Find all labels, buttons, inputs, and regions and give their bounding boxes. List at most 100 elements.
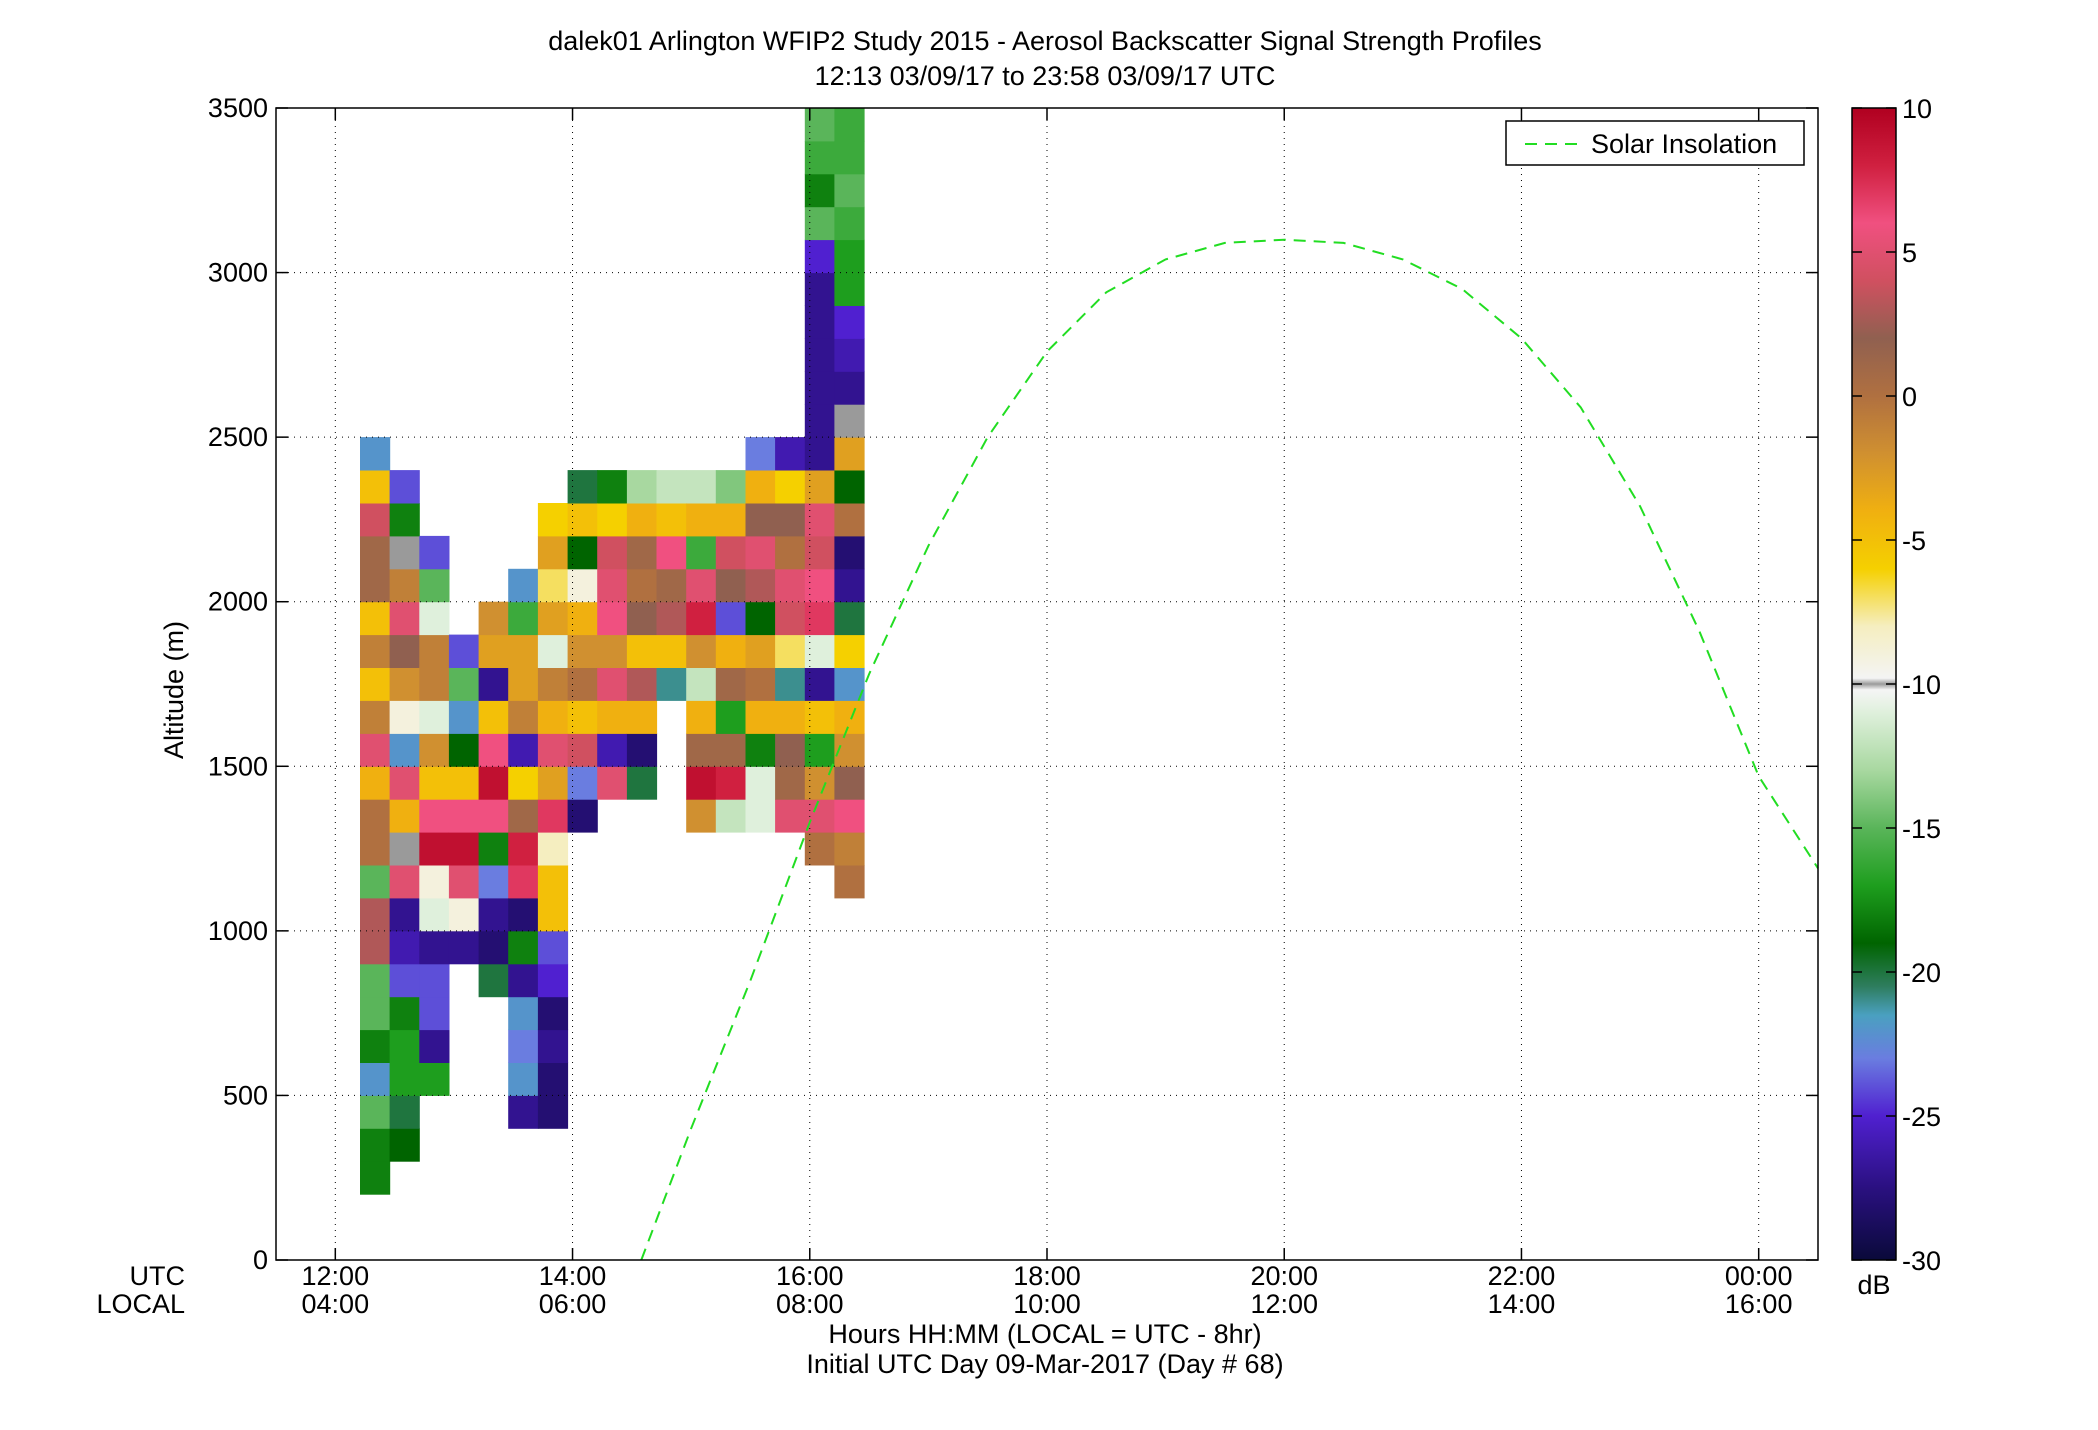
heatmap-cell: [389, 1062, 420, 1096]
heatmap-cell: [389, 832, 420, 866]
legend[interactable]: Solar Insolation: [1505, 120, 1805, 166]
heatmap-cell: [537, 799, 569, 833]
heatmap-cell: [715, 700, 746, 734]
profile-column-16: [834, 108, 865, 899]
profile-column-7: [567, 470, 598, 833]
colorbar: 10 5 0 -5 -10 -15 -20 -25 -30 dB: [1851, 94, 1941, 1300]
heatmap-cell: [686, 535, 717, 570]
heatmap-cell: [419, 601, 450, 636]
heatmap-cell: [745, 503, 776, 537]
profile-column-6: [537, 503, 569, 1129]
heatmap-cell: [478, 865, 509, 899]
heatmap-cell: [775, 667, 806, 701]
heatmap-cell: [745, 470, 776, 504]
x-tick-label-local: 06:00: [539, 1289, 607, 1319]
heatmap-cell: [834, 239, 865, 274]
heatmap-cell: [715, 799, 746, 833]
heatmap-cell: [834, 272, 865, 306]
heatmap-cell: [389, 1029, 420, 1063]
profile-column-15: [804, 108, 835, 866]
heatmap-cell: [567, 634, 598, 668]
heatmap-cell: [775, 437, 806, 471]
heatmap-cell: [567, 568, 598, 603]
heatmap-cell: [508, 996, 539, 1031]
heatmap-cell: [508, 1095, 539, 1129]
heatmap-cell: [389, 897, 420, 932]
x-tick-label-utc: 00:00: [1725, 1261, 1793, 1291]
heatmap-cell: [389, 634, 420, 668]
heatmap-cell: [419, 667, 450, 701]
solar-insolation-curve: [640, 238, 1819, 1261]
heatmap-cell: [419, 733, 450, 767]
x-axis-label-day: Initial UTC Day 09-Mar-2017 (Day # 68): [806, 1349, 1283, 1379]
heatmap-cell: [508, 667, 539, 701]
heatmap-cell: [597, 700, 628, 734]
heatmap-cell: [478, 766, 509, 800]
heatmap-cell: [804, 700, 835, 734]
heatmap-cell: [686, 766, 717, 800]
heatmap-cell: [745, 437, 776, 471]
heatmap-cell: [389, 503, 420, 537]
x-tick-label-local: 14:00: [1488, 1289, 1556, 1319]
y-tick-label: 500: [223, 1080, 268, 1110]
heatmap-cell: [537, 766, 569, 800]
heatmap-cell: [419, 766, 450, 800]
heatmap-cell: [508, 700, 539, 734]
heatmap-cell: [537, 832, 569, 866]
heatmap-cell: [834, 173, 865, 208]
profile-column-12: [715, 470, 746, 833]
heatmap-cell: [419, 799, 450, 833]
heatmap-cell: [686, 799, 717, 833]
heatmap-cell: [834, 634, 865, 668]
heatmap-cell: [508, 832, 539, 866]
heatmap-cell: [360, 667, 391, 701]
heatmap-cell: [745, 799, 776, 833]
heatmap-cell: [389, 1128, 420, 1162]
heatmap-cell: [537, 865, 569, 899]
heatmap-cell: [478, 667, 509, 701]
profile-column-9: [626, 470, 658, 800]
heatmap-cell: [804, 568, 835, 603]
profile-column-8: [597, 470, 628, 800]
heatmap-cell: [419, 963, 450, 998]
heatmap-cell: [478, 799, 509, 833]
heatmap-cell: [478, 634, 509, 668]
heatmap-cell: [686, 601, 717, 636]
heatmap-cell: [537, 1095, 569, 1129]
profile-column-14: [775, 437, 806, 833]
heatmap-cell: [360, 1062, 391, 1096]
heatmap-cell: [419, 832, 450, 866]
heatmap-cell: [804, 371, 835, 405]
colorbar-tick-label: -15: [1902, 814, 1941, 844]
heatmap-cell: [389, 568, 420, 603]
heatmap-cell: [745, 700, 776, 734]
heatmap-cell: [478, 897, 509, 932]
x-tick-label-local: 04:00: [302, 1289, 370, 1319]
heatmap-cell: [834, 437, 865, 471]
heatmap-cell: [508, 1062, 539, 1096]
heatmap-cell: [597, 733, 628, 767]
heatmap-cell: [597, 766, 628, 800]
heatmap-cell: [389, 601, 420, 636]
y-tick-label: 3000: [208, 258, 268, 288]
colorbar-tick-label: 5: [1902, 238, 1917, 268]
x-row-label-local: LOCAL: [96, 1289, 185, 1319]
heatmap-cell: [508, 897, 539, 932]
heatmap-cell: [597, 634, 628, 668]
heatmap-cell: [419, 996, 450, 1031]
heatmap-cell: [419, 1062, 450, 1096]
y-tick-label: 0: [253, 1245, 268, 1275]
colorbar-tick-label: -20: [1902, 958, 1941, 988]
heatmap-cell: [389, 535, 420, 570]
heatmap-cell: [834, 206, 865, 241]
heatmap-cell: [360, 437, 391, 471]
heatmap-cell: [686, 733, 717, 767]
heatmap-cell: [537, 601, 569, 636]
heatmap-cell: [626, 535, 658, 570]
heatmap-cell: [419, 897, 450, 932]
heatmap-cell: [745, 568, 776, 603]
heatmap-cell: [804, 437, 835, 471]
heatmap-cell: [360, 700, 391, 734]
